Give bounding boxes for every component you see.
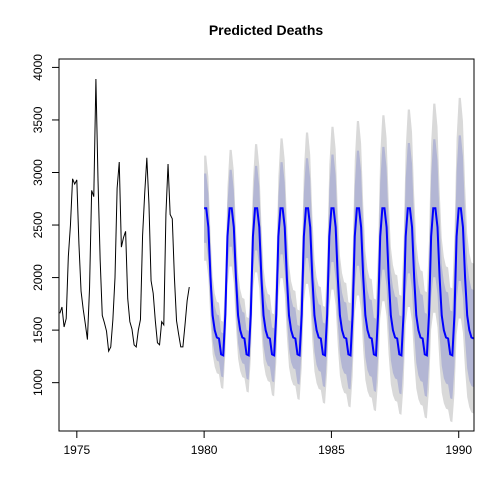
x-tick-label: 1985 [318,443,345,457]
series-lines [59,78,474,357]
x-tick-label: 1975 [63,443,90,457]
observed-series-line [59,78,190,353]
y-tick-label: 2000 [31,264,45,291]
x-axis: 1975 1980 1985 1990 [63,430,472,457]
chart-title: Predicted Deaths [209,22,324,38]
y-tick-label: 2500 [31,211,45,238]
y-tick-label: 1500 [31,316,45,343]
prediction-bands [204,97,474,423]
x-tick-label: 1980 [191,443,218,457]
y-tick-label: 3500 [31,106,45,133]
y-tick-label: 3000 [31,159,45,186]
inner-prediction-band [204,135,474,400]
y-axis: 1000 1500 2000 2500 3000 3500 4000 [31,54,60,396]
y-tick-label: 4000 [31,54,45,81]
x-tick-label: 1990 [445,443,472,457]
y-tick-label: 1000 [31,369,45,396]
forecast-series-line [204,207,474,357]
